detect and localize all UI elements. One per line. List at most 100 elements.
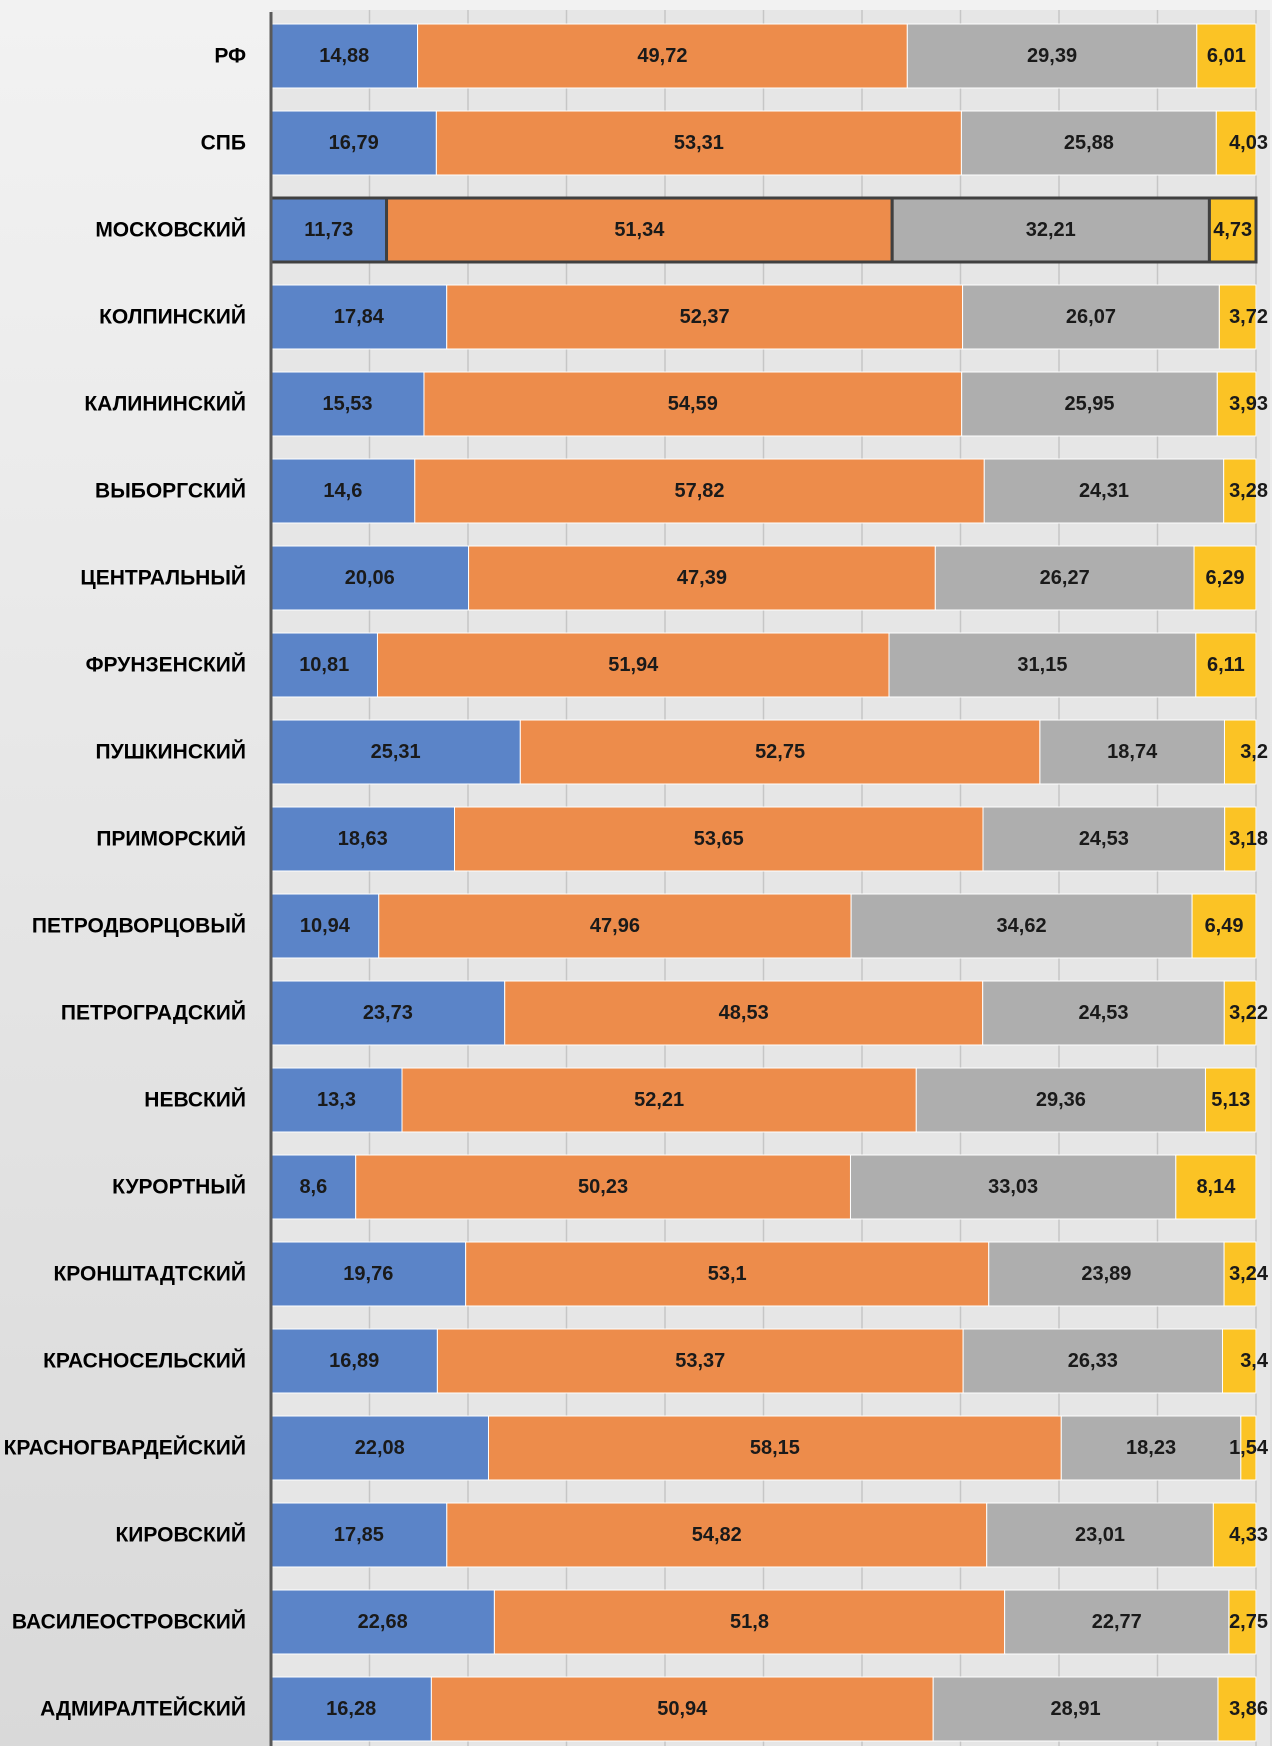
data-label: 4,73 bbox=[1213, 219, 1252, 241]
data-label: 53,1 bbox=[708, 1263, 747, 1285]
data-label: 18,23 bbox=[1126, 1437, 1176, 1459]
data-label: 18,74 bbox=[1107, 741, 1158, 763]
bar-segment bbox=[1216, 371, 1257, 437]
bar-segment bbox=[435, 110, 962, 176]
bar-segment bbox=[414, 458, 985, 524]
bar-segment bbox=[1217, 1676, 1257, 1742]
data-label: 51,94 bbox=[608, 654, 659, 676]
category-label: МОСКОВСКИЙ bbox=[95, 218, 246, 242]
bar-segment bbox=[1004, 1589, 1230, 1655]
data-label: 13,3 bbox=[317, 1089, 356, 1111]
bar-segment bbox=[493, 1589, 1006, 1655]
data-label: 25,88 bbox=[1064, 132, 1114, 154]
bar-segment bbox=[1195, 632, 1257, 698]
bar-segment bbox=[1223, 980, 1257, 1046]
bar-segment bbox=[983, 458, 1225, 524]
category-label: ПЕТРОГРАДСКИЙ bbox=[61, 1001, 246, 1025]
bar-segment bbox=[890, 196, 1211, 264]
data-label: 54,59 bbox=[668, 393, 718, 415]
bar-segment bbox=[270, 284, 448, 350]
data-label: 10,94 bbox=[300, 915, 351, 937]
plot-background bbox=[271, 10, 1270, 1746]
data-label: 8,6 bbox=[299, 1176, 327, 1198]
bar-segment bbox=[270, 1415, 489, 1481]
bar-segment bbox=[1191, 893, 1257, 959]
category-label: ПРИМОРСКИЙ bbox=[96, 827, 246, 851]
data-label: 3,72 bbox=[1229, 306, 1268, 328]
bar-segment bbox=[982, 980, 1225, 1046]
bar-segment bbox=[850, 893, 1193, 959]
data-label: 52,37 bbox=[680, 306, 730, 328]
category-label: ФРУНЗЕНСКИЙ bbox=[86, 653, 246, 677]
bar-segment bbox=[1196, 23, 1257, 89]
data-label: 11,73 bbox=[304, 219, 353, 241]
data-label: 3,93 bbox=[1229, 393, 1268, 415]
bar-segment bbox=[1204, 1067, 1257, 1133]
bar-segment bbox=[1207, 196, 1258, 264]
data-label: 23,73 bbox=[363, 1002, 413, 1024]
category-label: АДМИРАЛТЕЙСКИЙ bbox=[40, 1697, 246, 1721]
data-label: 25,95 bbox=[1064, 393, 1114, 415]
data-label: 48,53 bbox=[719, 1002, 769, 1024]
data-label: 28,91 bbox=[1051, 1698, 1101, 1720]
bar-segment bbox=[446, 1502, 988, 1568]
bar-segment bbox=[270, 1589, 495, 1655]
category-label: КУРОРТНЫЙ bbox=[112, 1175, 246, 1199]
data-label: 24,53 bbox=[1078, 1002, 1128, 1024]
data-label: 17,84 bbox=[334, 306, 385, 328]
data-label: 3,4 bbox=[1240, 1350, 1269, 1372]
data-label: 17,85 bbox=[334, 1524, 384, 1546]
data-label: 54,82 bbox=[692, 1524, 742, 1546]
data-label: 16,89 bbox=[329, 1350, 379, 1372]
bar-segment bbox=[270, 545, 470, 611]
data-label: 23,01 bbox=[1075, 1524, 1125, 1546]
data-label: 53,37 bbox=[675, 1350, 725, 1372]
bar-segment bbox=[849, 1154, 1177, 1220]
bar-segment bbox=[1228, 1589, 1257, 1655]
data-label: 4,33 bbox=[1229, 1524, 1268, 1546]
bar-segment bbox=[986, 1502, 1214, 1568]
bar-segment bbox=[270, 458, 416, 524]
bar-segment bbox=[982, 806, 1226, 872]
labels: РФ 14,88 49,72 29,39 6,01 СПБ 16,79 53,31 25,88 4… bbox=[4, 45, 1269, 1721]
bar-segment bbox=[504, 980, 984, 1046]
bar-segment bbox=[1039, 719, 1225, 785]
category-label: ЦЕНТРАЛЬНЫЙ bbox=[80, 566, 246, 590]
category-label: КРОНШТАДТСКИЙ bbox=[53, 1262, 246, 1286]
bar-segment bbox=[468, 545, 936, 611]
data-label: 29,36 bbox=[1036, 1089, 1086, 1111]
bar-segment bbox=[961, 371, 1218, 437]
data-label: 15,53 bbox=[322, 393, 372, 415]
bar-segment bbox=[934, 545, 1195, 611]
bar-segment bbox=[1223, 458, 1257, 524]
data-label: 14,88 bbox=[319, 45, 369, 67]
data-label: 10,81 bbox=[299, 654, 349, 676]
data-label: 26,27 bbox=[1040, 567, 1090, 589]
bar-segment bbox=[385, 196, 894, 264]
data-label: 19,76 bbox=[343, 1263, 393, 1285]
bar-segment bbox=[1240, 1415, 1257, 1481]
bar-segment bbox=[1175, 1154, 1257, 1220]
data-label: 20,06 bbox=[345, 567, 395, 589]
data-label: 1,54 bbox=[1229, 1437, 1269, 1459]
bar-segment bbox=[1212, 1502, 1257, 1568]
data-label: 29,39 bbox=[1027, 45, 1077, 67]
category-label: КРАСНОСЕЛЬСКИЙ bbox=[43, 1349, 246, 1373]
bar-segment bbox=[270, 980, 506, 1046]
data-label: 5,13 bbox=[1211, 1089, 1250, 1111]
data-label: 26,33 bbox=[1068, 1350, 1118, 1372]
data-label: 6,29 bbox=[1206, 567, 1245, 589]
bar-segment bbox=[417, 23, 908, 89]
bar-segment bbox=[1224, 806, 1257, 872]
bar-segment bbox=[436, 1328, 964, 1394]
category-label: КАЛИНИНСКИЙ bbox=[84, 392, 246, 416]
bar-segment bbox=[1223, 719, 1257, 785]
bar-segment bbox=[519, 719, 1041, 785]
data-label: 33,03 bbox=[988, 1176, 1038, 1198]
data-label: 6,01 bbox=[1207, 45, 1246, 67]
data-label: 51,8 bbox=[730, 1611, 769, 1633]
bar-segment bbox=[1215, 110, 1257, 176]
data-label: 25,31 bbox=[371, 741, 421, 763]
data-label: 47,39 bbox=[677, 567, 727, 589]
data-label: 52,21 bbox=[634, 1089, 684, 1111]
